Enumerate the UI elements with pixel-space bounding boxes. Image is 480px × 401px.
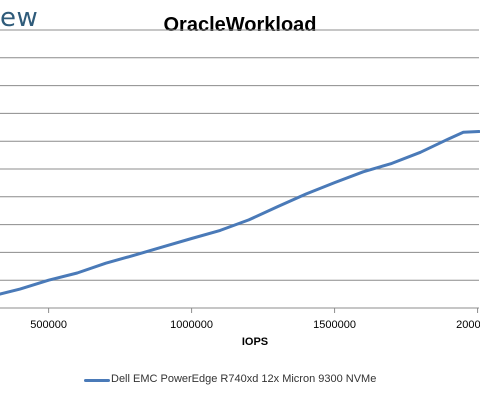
gridlines [0,29,479,281]
x-tick-label: 1500000 [313,319,356,331]
series-layer [0,130,480,296]
x-tick-label: 500000 [30,319,67,331]
x-tick-label: 1000000 [170,319,213,331]
legend-swatch [84,379,110,382]
x-axis-label: IOPS [241,336,269,348]
series-line [0,130,480,296]
legend-label: Dell EMC PowerEdge R740xd 12x Micron 930… [111,373,377,385]
x-tick-label: 2000000 [456,319,480,331]
legend: Dell EMC PowerEdge R740xd 12x Micron 930… [0,372,480,390]
logo-text: ew [0,3,39,33]
x-axis: 500000 1000000 1500000 2000000 [0,307,480,331]
